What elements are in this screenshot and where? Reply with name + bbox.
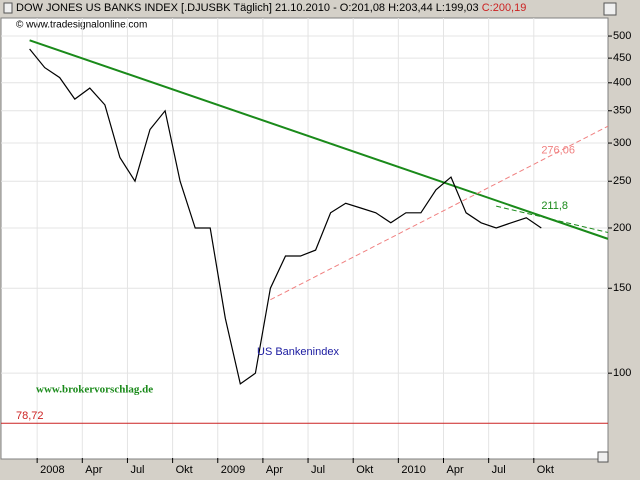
y-tick-label: 100	[613, 367, 631, 379]
plot-area	[0, 17, 609, 460]
header-title: DOW JONES US BANKS INDEX [.DJUSBK Täglic…	[16, 2, 526, 14]
close: C:200,19	[482, 2, 527, 14]
y-tick-label: 250	[613, 175, 631, 187]
x-tick-label: 2010	[401, 464, 425, 476]
y-tick-label: 350	[613, 105, 631, 117]
trend-line	[496, 205, 608, 233]
trend-label: 211,8	[541, 200, 568, 212]
x-tick-label: Okt	[537, 464, 554, 476]
x-tick-label: Apr	[447, 464, 464, 476]
x-tick-label: 2009	[221, 464, 245, 476]
x-tick-label: 2008	[40, 464, 64, 476]
support-label: 78,72	[16, 410, 44, 422]
price-line	[29, 48, 542, 385]
x-tick-label: Jul	[130, 464, 144, 476]
x-tick-label: Okt	[176, 464, 193, 476]
plot	[1, 18, 608, 458]
annotation: US Bankenindex	[257, 346, 339, 358]
x-tick-label: Apr	[266, 464, 283, 476]
x-tick-label: Jul	[492, 464, 506, 476]
y-tick-label: 400	[613, 77, 631, 89]
y-tick-label: 500	[613, 30, 631, 42]
y-tick-label: 200	[613, 222, 631, 234]
x-tick-label: Okt	[356, 464, 373, 476]
trend-line	[29, 39, 608, 240]
y-tick-label: 450	[613, 52, 631, 64]
x-tick-label: Jul	[311, 464, 325, 476]
trend-label: 276,06	[541, 144, 575, 156]
y-tick-label: 300	[613, 137, 631, 149]
trend-line	[270, 125, 608, 301]
icon	[3, 2, 13, 14]
annotation: www.brokervorschlag.de	[36, 384, 153, 396]
title: DOW JONES US BANKS INDEX [.DJUSBK Täglic…	[16, 2, 479, 14]
close-button[interactable]	[603, 2, 617, 16]
x-tick-label: Apr	[85, 464, 102, 476]
y-tick-label: 150	[613, 282, 631, 294]
corner-icon	[597, 451, 609, 463]
subtitle: © www.tradesignalonline.com	[16, 20, 147, 31]
